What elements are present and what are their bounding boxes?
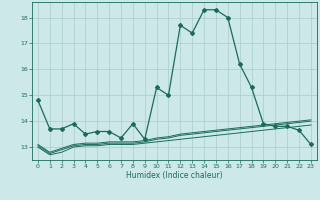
X-axis label: Humidex (Indice chaleur): Humidex (Indice chaleur) [126,171,223,180]
